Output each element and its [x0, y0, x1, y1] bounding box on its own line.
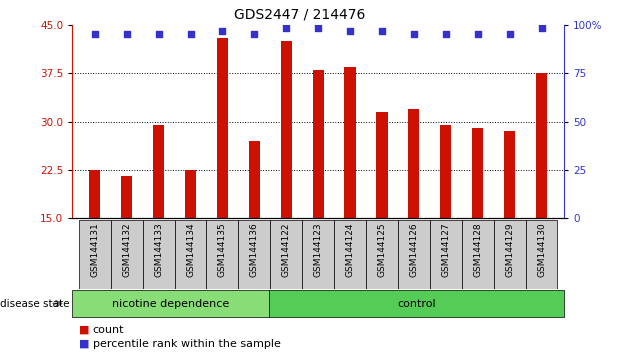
Text: GSM144129: GSM144129	[505, 222, 514, 277]
Bar	[472, 128, 483, 218]
Bar	[345, 67, 356, 218]
Text: GSM144128: GSM144128	[473, 222, 482, 277]
Point	[505, 32, 515, 37]
Text: GSM144134: GSM144134	[186, 222, 195, 277]
Point	[217, 28, 227, 34]
Text: GSM144133: GSM144133	[154, 222, 163, 277]
Bar	[89, 170, 100, 218]
Bar	[408, 109, 420, 218]
Bar	[280, 41, 292, 218]
Bar	[312, 70, 324, 218]
Bar	[494, 220, 525, 289]
Bar	[121, 176, 132, 218]
Text: GSM144132: GSM144132	[122, 222, 131, 277]
Bar	[175, 220, 207, 289]
Bar	[238, 220, 270, 289]
Point	[377, 28, 387, 34]
Point	[89, 32, 100, 37]
Text: GSM144123: GSM144123	[314, 222, 323, 277]
Text: GSM144124: GSM144124	[346, 222, 355, 277]
Bar	[504, 131, 515, 218]
Point	[122, 32, 132, 37]
Point	[537, 25, 547, 31]
Bar	[217, 38, 228, 218]
Bar	[334, 220, 366, 289]
Text: GSM144127: GSM144127	[441, 222, 450, 277]
Text: GSM144122: GSM144122	[282, 222, 290, 277]
Text: GSM144135: GSM144135	[218, 222, 227, 277]
Text: ■: ■	[79, 339, 89, 349]
Bar	[142, 220, 175, 289]
Point	[409, 32, 419, 37]
Text: disease state: disease state	[0, 298, 72, 309]
Bar	[376, 112, 387, 218]
Bar	[398, 220, 430, 289]
Bar	[440, 125, 451, 218]
Bar	[366, 220, 398, 289]
Bar	[270, 220, 302, 289]
Bar	[185, 170, 196, 218]
Bar	[249, 141, 260, 218]
Text: ■: ■	[79, 325, 89, 335]
Bar	[111, 220, 142, 289]
Point	[281, 25, 291, 31]
Point	[313, 25, 323, 31]
Bar	[79, 220, 111, 289]
Bar	[462, 220, 494, 289]
Bar	[207, 220, 238, 289]
Point	[154, 32, 164, 37]
Text: GSM144126: GSM144126	[410, 222, 418, 277]
Point	[441, 32, 451, 37]
Text: percentile rank within the sample: percentile rank within the sample	[93, 339, 280, 349]
Bar	[153, 125, 164, 218]
Text: GSM144136: GSM144136	[250, 222, 259, 277]
Point	[472, 32, 483, 37]
Text: GSM144131: GSM144131	[90, 222, 100, 277]
Bar	[536, 73, 547, 218]
Bar	[525, 220, 558, 289]
Text: GDS2447 / 214476: GDS2447 / 214476	[234, 7, 365, 21]
Point	[185, 32, 195, 37]
Text: nicotine dependence: nicotine dependence	[112, 298, 229, 309]
Text: GSM144130: GSM144130	[537, 222, 546, 277]
Text: control: control	[397, 298, 436, 309]
Point	[345, 28, 355, 34]
Point	[249, 32, 260, 37]
Bar	[430, 220, 462, 289]
Text: count: count	[93, 325, 124, 335]
Text: GSM144125: GSM144125	[377, 222, 386, 277]
Bar	[302, 220, 334, 289]
